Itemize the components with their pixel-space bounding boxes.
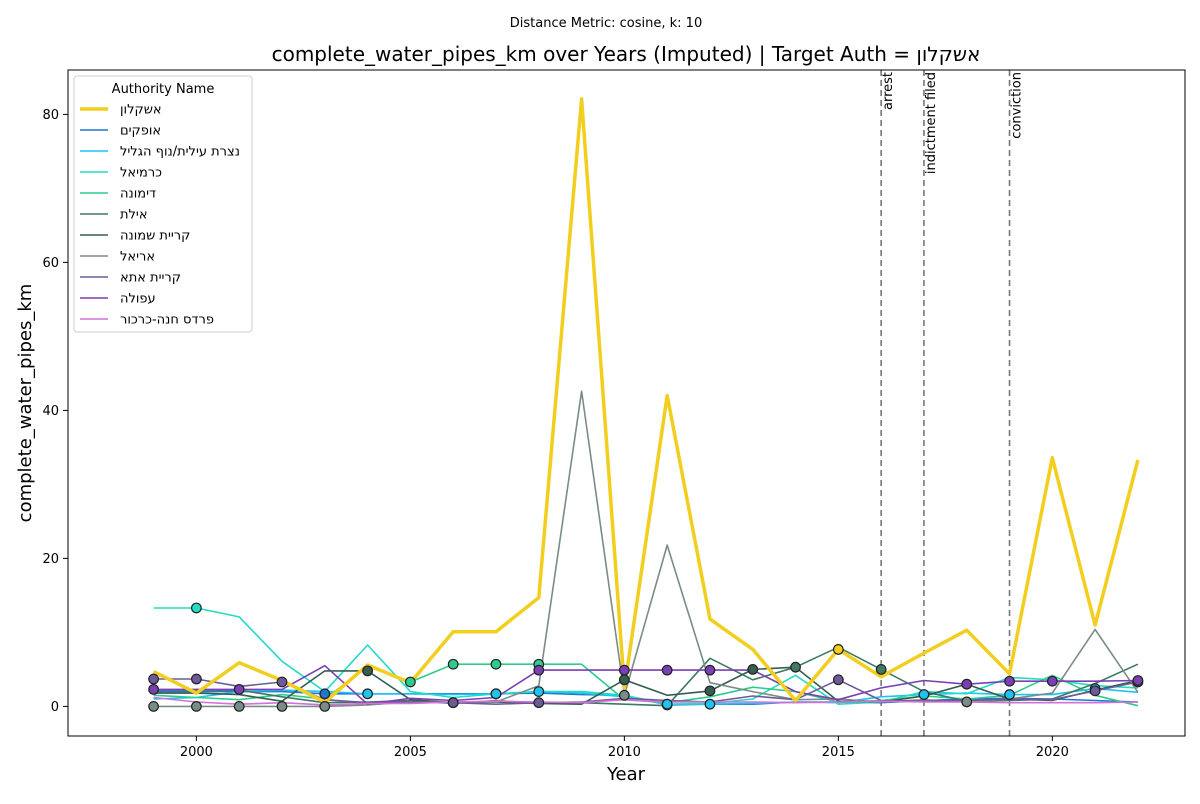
x-axis-label: Year [606,764,646,785]
plot-frame [67,69,1186,737]
imputed-point [233,683,245,695]
legend: Authority Name אשקלון אופקים נצרת עילית/נו… [73,75,253,333]
x-tick-label: 2005 [394,745,427,760]
imputed-point [661,698,673,710]
imputed-point [319,701,331,712]
imputed-point [1046,675,1058,687]
legend-label: פרדס חנה-כרכור [120,313,214,328]
imputed-point [704,698,716,710]
x-tick-label: 2000 [180,745,213,760]
imputed-point [1132,675,1144,686]
imputed-point [832,674,844,686]
imputed-point [704,664,716,676]
imputed-point [148,683,159,695]
x-tick-label: 2015 [822,745,855,760]
legend-label: כרמיאל [120,166,162,181]
y-tick-label: 80 [42,108,59,123]
imputed-point [190,701,202,712]
y-axis: 0 20 40 60 80 [42,108,68,715]
imputed-point [875,664,887,675]
imputed-point [918,689,930,700]
imputed-point [1089,685,1101,697]
chart-suptitle: Distance Metric: cosine, k: 10 [510,16,702,31]
legend-label: דימונה [120,187,156,202]
imputed-point [618,674,630,686]
imputed-point [533,664,545,676]
imputed-point [447,697,459,709]
imputed-point [319,688,331,700]
legend-label: קריית אתא [120,271,181,286]
series-line [153,666,1139,706]
legend-title: Authority Name [112,82,215,97]
event-label: indictment filed [924,72,939,174]
imputed-point [276,676,288,688]
series-line [153,696,1138,706]
imputed-point [533,697,545,709]
imputed-point [362,665,373,677]
series-line [152,97,1140,704]
imputed-point [790,661,801,673]
legend-label: עפולה [120,292,156,307]
imputed-point [490,658,502,670]
imputed-point [190,673,202,685]
imputed-point [1004,689,1015,700]
imputed-point [404,676,416,688]
y-tick-label: 60 [42,256,59,271]
imputed-point [832,644,844,655]
legend-label: אופקים [120,124,161,139]
imputed-point [490,688,502,700]
imputed-point [447,658,459,670]
y-tick-label: 0 [51,700,59,715]
imputed-point [618,664,630,676]
event-label: arrest [881,72,896,110]
x-axis: 2000 2005 2010 2015 2020 [180,736,1069,760]
imputed-point [276,701,288,712]
y-axis-label: complete_water_pipes_km [15,284,36,523]
legend-box [73,75,253,333]
imputed-point [618,689,630,701]
imputed-point [533,686,545,697]
x-tick-label: 2010 [608,745,641,760]
x-tick-label: 2020 [1036,745,1069,760]
y-tick-label: 40 [42,404,59,419]
imputed-point [661,664,673,676]
legend-label: אשקלון [120,103,162,118]
event-label: conviction [1010,72,1025,139]
imputed-point [148,701,159,712]
imputed-point [362,688,373,700]
legend-label: אילת [120,208,148,223]
chart-title: complete_water_pipes_km over Years (Impu… [272,42,981,66]
imputed-point [961,678,973,690]
imputed-point [1004,675,1015,687]
imputed-point [704,685,716,697]
legend-label: קריית שמונה [120,229,190,244]
imputed-point [961,696,973,708]
imputed-point [190,602,202,614]
plot-area: arrest indictment filed conviction [148,70,1144,736]
imputed-point [148,673,159,685]
legend-label: נצרת עילית/נוף הגליל [120,145,240,160]
imputed-point [233,701,245,712]
imputed-point [747,664,759,675]
series-line [153,664,1138,706]
y-tick-label: 20 [42,552,59,567]
legend-label: אריאל [120,250,155,265]
